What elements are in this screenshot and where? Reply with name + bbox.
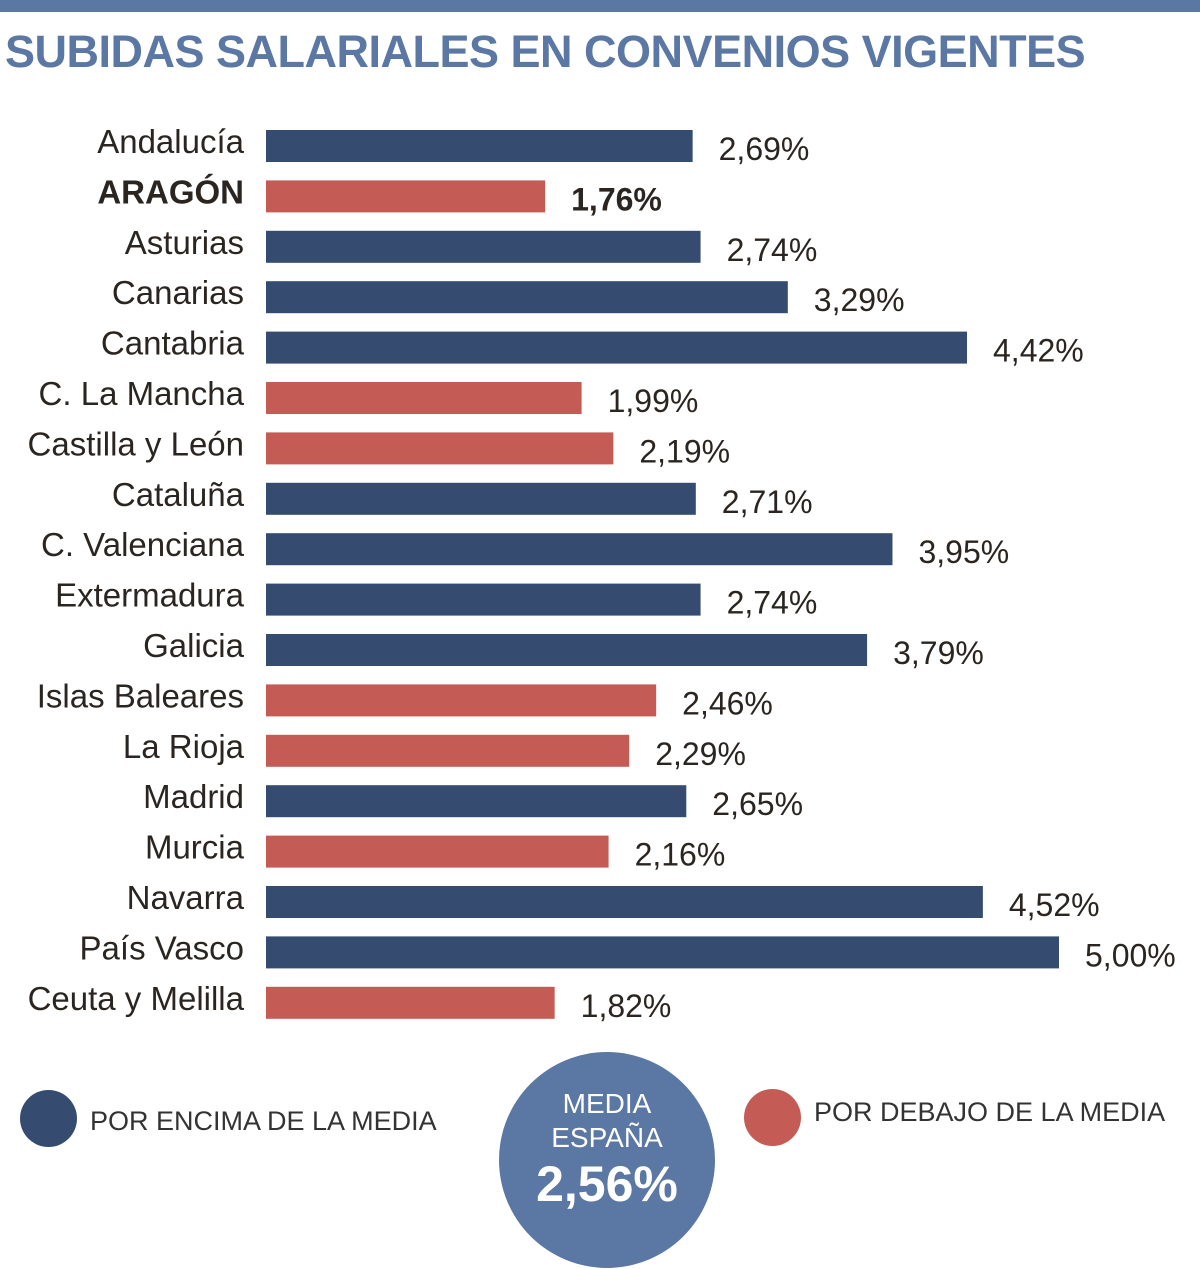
value-label: 2,19%: [639, 433, 730, 469]
category-label: Galicia: [143, 627, 245, 664]
legend-below-label: POR DEBAJO DE LA MEDIA: [814, 1097, 1166, 1127]
bar: [266, 281, 788, 314]
bar: [266, 785, 687, 818]
top-stripe: [0, 0, 1200, 12]
bar: [266, 684, 657, 717]
category-label: Madrid: [143, 778, 244, 815]
average-line2: ESPAÑA: [551, 1122, 663, 1153]
bar-chart: Andalucía 2,69% ARAGÓN 1,76% Asturias 2,74% Ca…: [28, 123, 1176, 1024]
value-label: 4,42%: [993, 333, 1084, 369]
value-label: 2,74%: [727, 585, 818, 621]
value-label: 2,16%: [635, 837, 726, 873]
category-label: Canarias: [112, 274, 244, 311]
value-label: 3,29%: [814, 282, 905, 318]
value-label: 2,71%: [722, 484, 813, 520]
category-label: Navarra: [127, 879, 245, 916]
bar: [266, 230, 701, 263]
category-label: C. La Mancha: [39, 375, 245, 412]
category-label: Murcia: [145, 829, 245, 866]
legend-above-label: POR ENCIMA DE LA MEDIA: [90, 1106, 437, 1136]
category-label: Ceuta y Melilla: [28, 980, 245, 1017]
value-label: 2,29%: [655, 736, 746, 772]
category-label: Extermadura: [55, 577, 245, 614]
average-value: 2,56%: [536, 1156, 678, 1212]
legend-above-swatch: [20, 1090, 77, 1147]
bar: [266, 482, 696, 515]
value-label: 2,69%: [719, 131, 810, 167]
bar: [266, 734, 630, 767]
category-label: La Rioja: [123, 728, 245, 765]
bar: [266, 634, 868, 666]
category-label: C. Valenciana: [41, 526, 245, 563]
value-label: 3,79%: [893, 635, 984, 671]
category-label: Andalucía: [97, 123, 244, 160]
category-label: Cantabria: [101, 325, 245, 362]
value-label: 5,00%: [1085, 937, 1176, 973]
average-line1: MEDIA: [562, 1088, 652, 1119]
bar: [266, 936, 1059, 969]
category-label: Asturias: [125, 224, 244, 261]
bar: [266, 130, 693, 162]
value-label: 3,95%: [918, 534, 1009, 570]
value-label: 1,76%: [571, 181, 662, 217]
value-label: 2,46%: [682, 685, 773, 721]
value-label: 2,74%: [727, 232, 818, 268]
value-label: 1,82%: [581, 988, 672, 1024]
bar: [266, 835, 609, 868]
bar: [266, 331, 968, 364]
bar: [266, 583, 701, 616]
bar: [266, 986, 555, 1019]
bar: [266, 886, 983, 918]
bar: [266, 533, 893, 566]
value-label: 2,65%: [712, 786, 803, 822]
category-label: Castilla y León: [28, 425, 244, 462]
chart-title: SUBIDAS SALARIALES EN CONVENIOS VIGENTES: [5, 26, 1086, 77]
category-label: Cataluña: [112, 476, 245, 513]
value-label: 4,52%: [1009, 887, 1100, 923]
category-label: ARAGÓN: [97, 173, 244, 210]
legend-below-swatch: [744, 1089, 801, 1146]
bar: [266, 382, 582, 414]
bar: [266, 180, 546, 213]
category-label: Islas Baleares: [37, 677, 244, 714]
bar: [266, 432, 614, 465]
average-badge: MEDIA ESPAÑA 2,56%: [499, 1052, 715, 1268]
value-label: 1,99%: [608, 383, 699, 419]
category-label: País Vasco: [80, 929, 244, 966]
